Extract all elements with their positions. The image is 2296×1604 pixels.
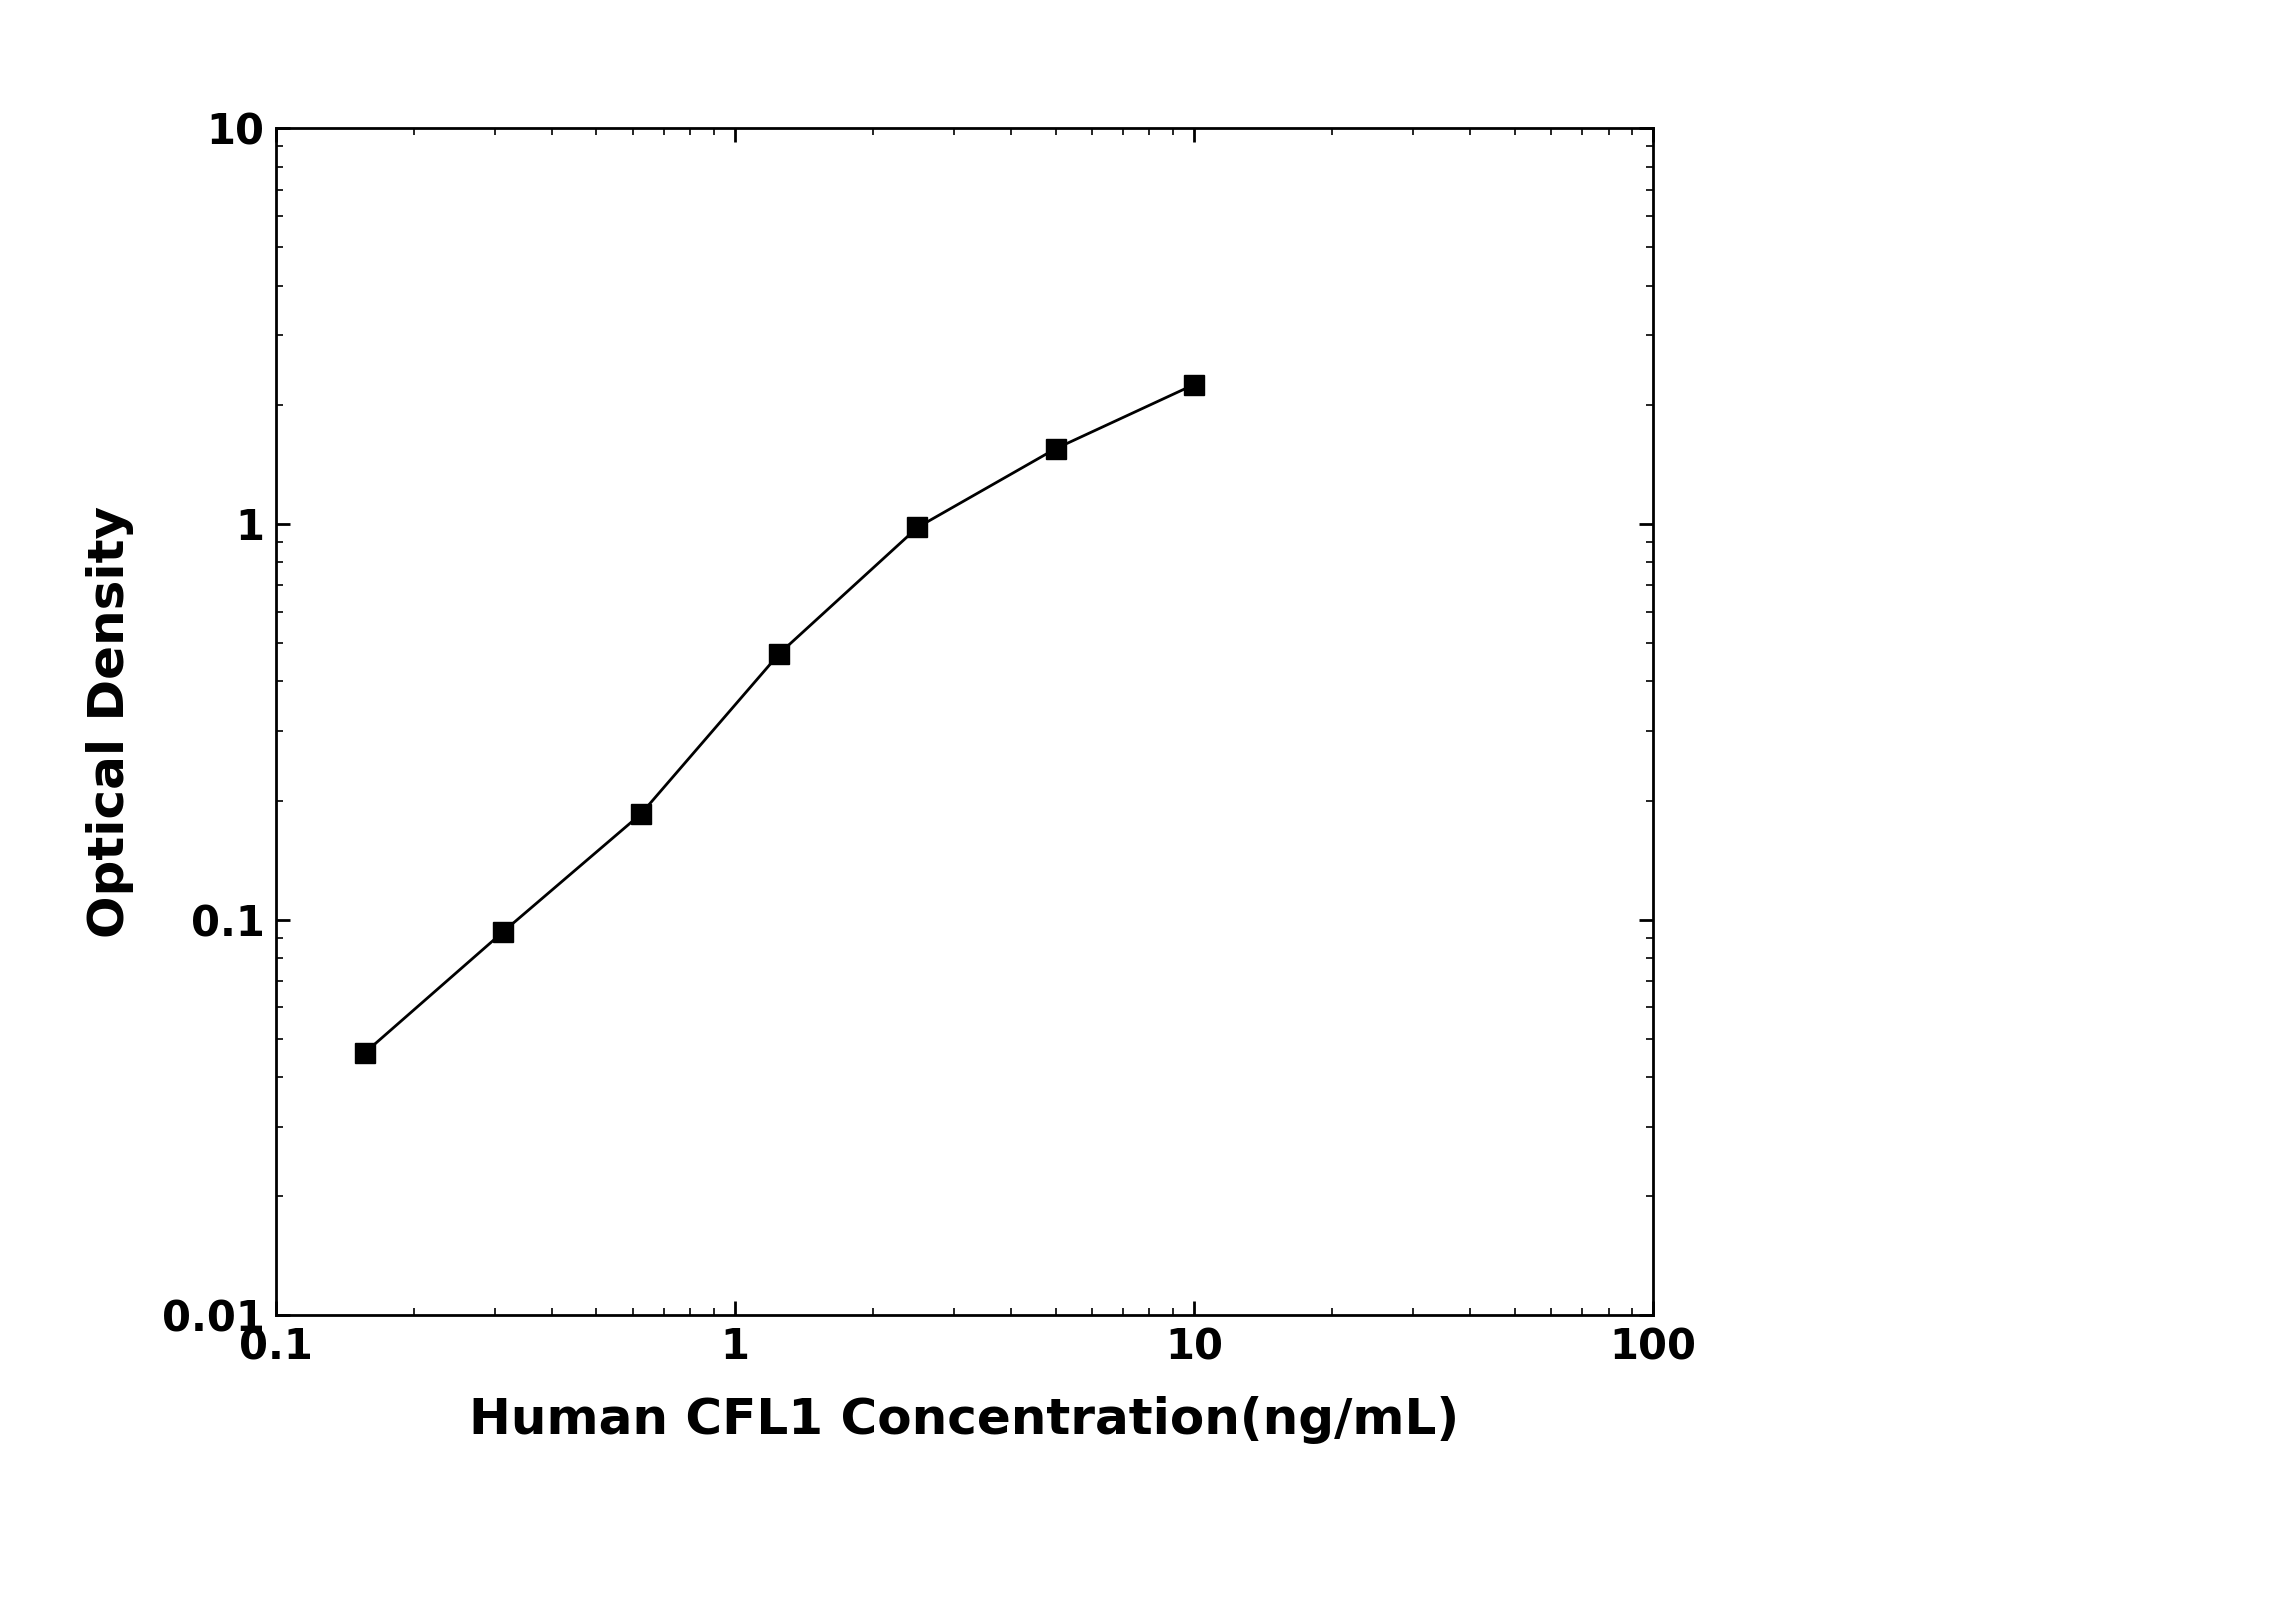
Y-axis label: Optical Density: Optical Density (85, 505, 133, 938)
X-axis label: Human CFL1 Concentration(ng/mL): Human CFL1 Concentration(ng/mL) (468, 1395, 1460, 1444)
